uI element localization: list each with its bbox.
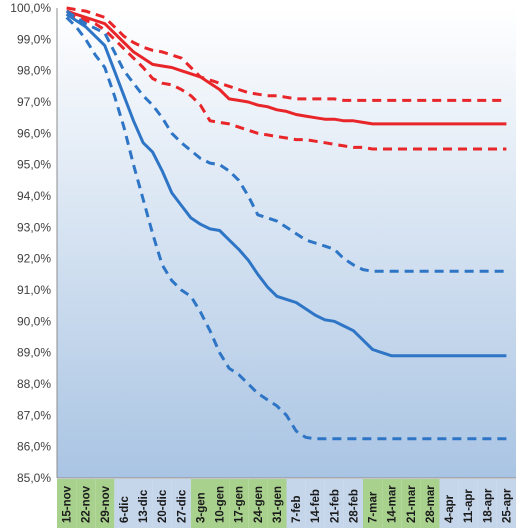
series-line-blue-dashed-5 [65, 16, 507, 441]
x-label-cell [458, 479, 478, 528]
series-line-blue-solid-3 [65, 13, 507, 358]
x-tick-label: 18-apr [482, 488, 494, 523]
y-tick-label: 96,0% [17, 126, 51, 140]
x-tick-label: 28-mar [425, 485, 437, 523]
x-tick-label: 14-feb [310, 489, 322, 523]
y-tick-label: 87,0% [17, 408, 51, 422]
y-tick-label: 88,0% [17, 377, 51, 391]
x-tick-label: 4-apr [444, 494, 456, 523]
x-tick-label: 20-dic [157, 489, 169, 523]
x-tick-label: 17-gen [234, 486, 246, 523]
x-tick-label: 14-mar [387, 485, 399, 523]
x-tick-label: 13-dic [138, 489, 150, 523]
x-tick-label: 6-dic [119, 496, 131, 523]
x-tick-label: 15-nov [62, 485, 74, 523]
x-label-cell [95, 479, 115, 528]
y-tick-label: 100,0% [10, 1, 51, 15]
y-tick-label: 99,0% [17, 32, 51, 46]
x-label-cell [229, 479, 249, 528]
x-tick-label: 3-gen [195, 492, 207, 523]
x-label-cell [152, 479, 172, 528]
y-axis-tick-labels: 85,0% 86,0% 87,0% 88,0% 89,0% 90,0% 91,0% 92,0%… [10, 1, 51, 485]
x-label-cell [133, 479, 153, 528]
x-label-cell [343, 479, 363, 528]
y-tick-label: 86,0% [17, 440, 51, 454]
x-label-cell [382, 479, 402, 528]
y-tick-label: 91,0% [17, 283, 51, 297]
series-line-red-dashed-1 [66, 6, 507, 102]
y-tick-label: 93,0% [17, 220, 51, 234]
series-line-red-dashed-2 [66, 12, 507, 151]
x-label-cell [477, 479, 497, 528]
series-line-blue-dashed-4 [65, 9, 507, 273]
x-label-cell [363, 479, 383, 528]
x-tick-label: 21-mar [406, 485, 418, 523]
x-label-cell [57, 479, 77, 528]
x-axis-label-cells: 15-nov 22-nov 29-nov 6-dic 13-dic 20-dic 27-di… [57, 479, 516, 528]
x-label-cell [401, 479, 421, 528]
series-line-red-solid-0 [66, 9, 507, 126]
x-tick-label: 21-feb [329, 489, 341, 523]
x-label-cell [76, 479, 96, 528]
y-tick-label: 95,0% [17, 158, 51, 172]
x-label-cell [305, 479, 325, 528]
x-tick-label: 28-feb [348, 489, 360, 523]
x-label-cell [267, 479, 287, 528]
x-tick-label: 10-gen [215, 486, 227, 523]
y-tick-label: 97,0% [17, 95, 51, 109]
x-tick-label: 29-nov [100, 485, 112, 523]
y-tick-label: 94,0% [17, 189, 51, 203]
y-tick-label: 92,0% [17, 252, 51, 266]
x-label-cell [171, 479, 191, 528]
x-label-cell [248, 479, 268, 528]
x-label-cell [210, 479, 230, 528]
x-label-cell [420, 479, 440, 528]
x-label-cell [324, 479, 344, 528]
x-tick-label: 7-mar [368, 491, 380, 523]
x-label-cell [286, 479, 306, 528]
x-label-cell [496, 479, 516, 528]
plot-area [57, 8, 516, 478]
x-tick-label: 31-gen [272, 486, 284, 523]
y-tick-label: 85,0% [17, 471, 51, 485]
x-tick-label: 7-feb [291, 496, 303, 523]
y-tick-label: 89,0% [17, 346, 51, 360]
x-tick-label: 24-gen [253, 486, 265, 523]
x-tick-label: 25-apr [501, 488, 513, 523]
series-layer [65, 6, 507, 441]
x-label-cell [190, 479, 210, 528]
x-label-cell [114, 479, 134, 528]
y-tick-label: 90,0% [17, 314, 51, 328]
x-tick-label: 22-nov [81, 485, 93, 523]
x-tick-label: 11-apr [463, 489, 475, 523]
x-label-cell [439, 479, 459, 528]
y-tick-label: 98,0% [17, 64, 51, 78]
x-tick-label: 27-dic [176, 489, 188, 523]
